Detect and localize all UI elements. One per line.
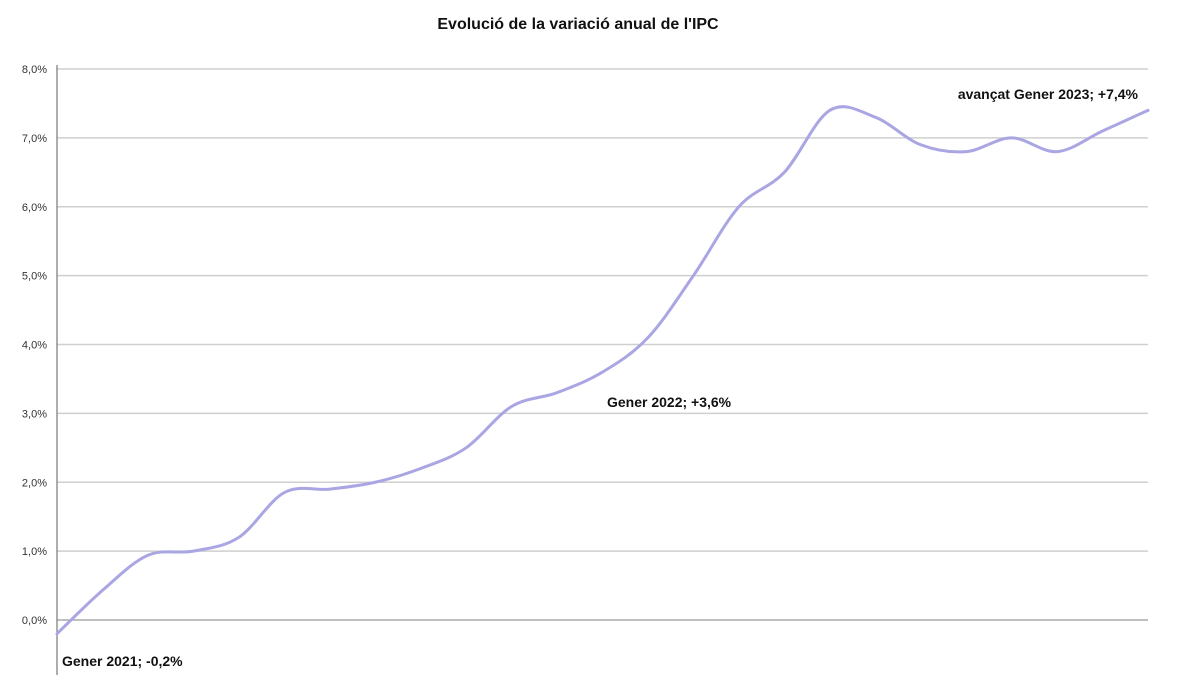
y-tick-label: 4,0%	[22, 340, 47, 352]
y-tick-label: 8,0%	[22, 64, 47, 76]
chart-title: Evolució de la variació anual de l'IPC	[437, 16, 719, 33]
annotation-label: avançat Gener 2023; +7,4%	[958, 86, 1139, 102]
y-tick-label: 0,0%	[22, 615, 47, 627]
series-line	[55, 105, 1150, 636]
y-tick-label: 1,0%	[22, 546, 47, 558]
y-tick-label: 6,0%	[22, 202, 47, 214]
y-tick-label: 7,0%	[22, 133, 47, 145]
annotation-label: Gener 2021; -0,2%	[62, 653, 183, 669]
y-tick-label: 2,0%	[22, 477, 47, 489]
annotation-label: Gener 2022; +3,6%	[607, 394, 732, 410]
y-tick-label: 5,0%	[22, 271, 47, 283]
y-tick-label: 3,0%	[22, 408, 47, 420]
